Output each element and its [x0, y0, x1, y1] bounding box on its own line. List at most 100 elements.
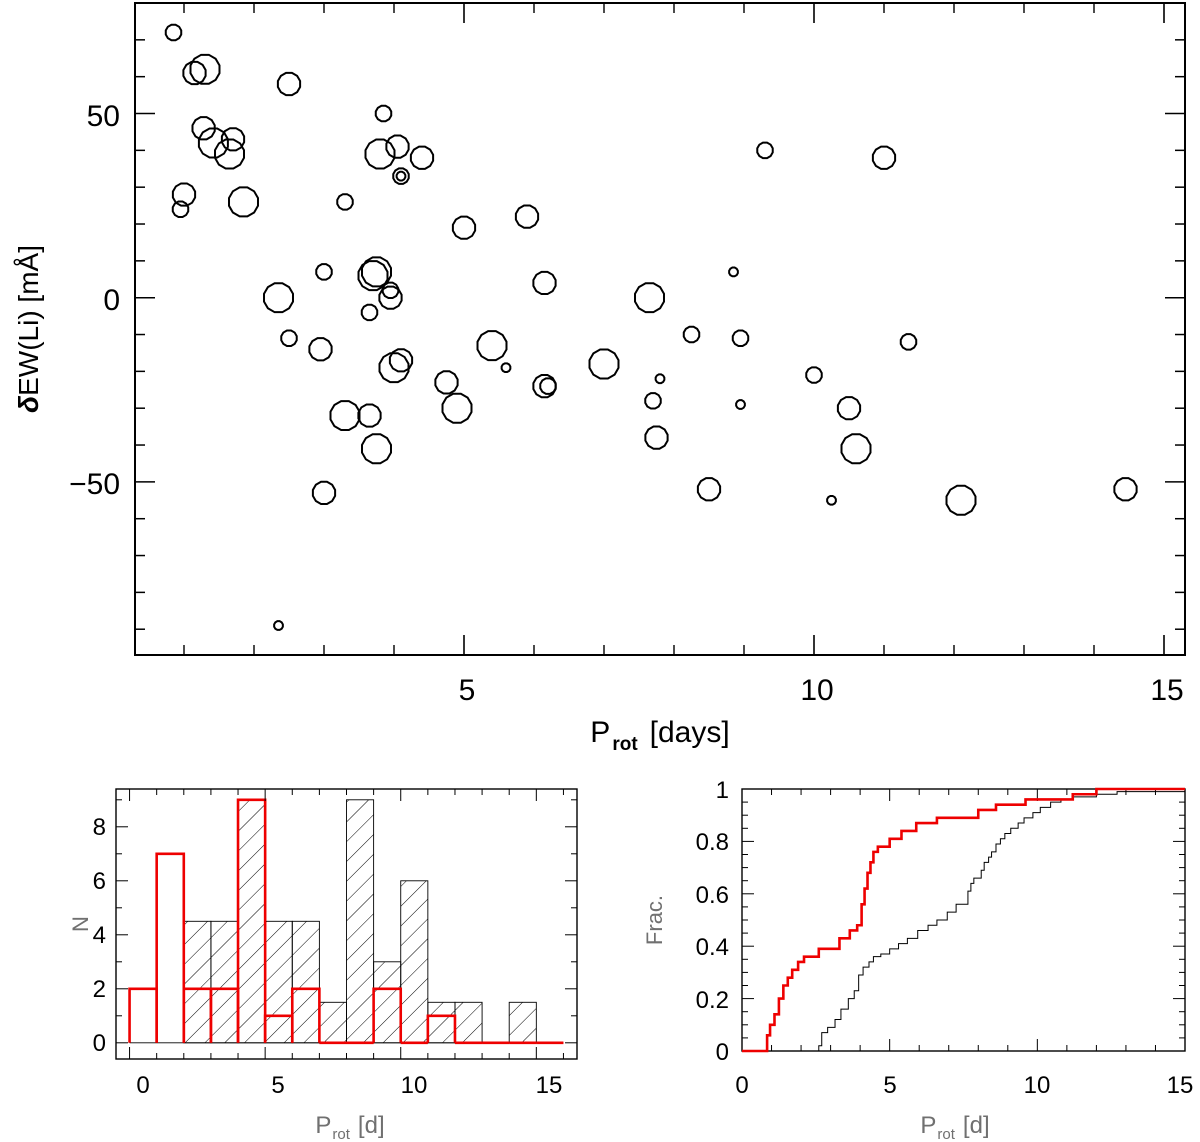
scatter-point — [374, 104, 393, 123]
hist-x-axis-label: Prot [d] — [315, 1112, 384, 1142]
scatter-point — [329, 400, 361, 432]
scatter-point — [357, 403, 382, 428]
scatter-point — [682, 325, 701, 344]
scatter-point — [395, 170, 407, 182]
scatter-point — [182, 60, 207, 86]
scatter-point — [836, 396, 862, 421]
scatter-point — [191, 116, 216, 141]
cum-ytick-label: 0 — [716, 1039, 729, 1066]
hist-bar-red — [128, 987, 158, 1043]
scatter-point — [164, 23, 183, 42]
scatter-xtick-label: 5 — [459, 674, 476, 707]
scatter-point — [280, 329, 298, 347]
hist-xtick-label: 10 — [401, 1072, 428, 1099]
scatter-point — [409, 145, 435, 170]
hist-bar-hatched — [508, 1001, 537, 1044]
scatter-point — [500, 362, 512, 374]
hist-bar-hatched — [427, 1001, 456, 1044]
scatter-point — [392, 167, 410, 185]
scatter-point — [840, 433, 872, 465]
scatter-point — [644, 392, 662, 410]
scatter-point — [273, 620, 284, 631]
scatter-point — [899, 333, 918, 351]
scatter-point — [514, 204, 540, 229]
scatter-point — [308, 337, 333, 362]
scatter-point — [451, 215, 477, 240]
scatter-point — [826, 494, 837, 506]
hist-bar-hatched — [373, 961, 402, 1044]
cum-lines — [742, 787, 1186, 1053]
hist-bar-red — [372, 987, 403, 1043]
scatter-point — [364, 138, 396, 170]
scatter-point — [476, 330, 508, 362]
scatter-point — [214, 138, 245, 170]
scatter-point — [360, 303, 379, 322]
scatter-point — [381, 281, 400, 300]
scatter-point — [805, 366, 823, 384]
hist-bar-red — [290, 987, 321, 1043]
scatter-ytick-label: 50 — [87, 100, 120, 133]
cum-line-red — [742, 787, 1185, 1053]
hist-bar-red — [155, 852, 186, 1043]
scatter-x-tick-labels: 5 10 15 — [459, 674, 1184, 707]
cum-ytick-label: 0.8 — [696, 829, 729, 856]
scatter-point — [357, 260, 389, 292]
scatter-point — [315, 263, 333, 281]
scatter-point — [434, 370, 459, 395]
scatter-point — [634, 282, 665, 314]
cum-ytick-label: 0.4 — [696, 934, 729, 961]
hist-bar-red — [236, 798, 267, 1043]
scatter-point — [728, 266, 739, 278]
scatter-point — [532, 373, 557, 399]
scatter-point — [735, 399, 746, 410]
hist-ticks — [116, 789, 577, 1059]
histogram-panel: 0 5 10 15 0 2 4 6 8 N Prot [d] — [68, 788, 578, 1142]
scatter-point — [388, 348, 414, 373]
hist-bar-hatched — [237, 799, 266, 1044]
scatter-point — [276, 71, 302, 97]
scatter-point — [945, 484, 977, 516]
scatter-point — [756, 141, 774, 160]
scatter-y-axis-label: δEW(Li) [mÅ] — [13, 245, 44, 413]
hist-y-tick-labels: 0 2 4 6 8 — [93, 814, 106, 1057]
hist-bar-red — [426, 1014, 457, 1043]
hist-xtick-label: 15 — [536, 1072, 563, 1099]
scatter-ticks — [135, 3, 1185, 655]
hist-ytick-label: 8 — [93, 814, 106, 841]
hist-bar-hatched — [264, 920, 293, 1044]
scatter-point — [378, 352, 410, 384]
hist-bar-hatched — [291, 920, 320, 1044]
scatter-point — [336, 193, 354, 211]
scatter-point — [1113, 477, 1138, 502]
scatter-point — [311, 480, 337, 506]
hist-bar-hatched — [210, 920, 239, 1044]
scatter-point — [228, 186, 259, 218]
hist-y-axis-label: N — [68, 916, 93, 932]
hist-xtick-label: 5 — [271, 1072, 284, 1099]
cumulative-panel: 0 5 10 15 0 0.2 0.4 0.6 0.8 1 Frac. Prot… — [642, 777, 1193, 1142]
scatter-point — [361, 433, 392, 465]
scatter-ytick-label: −50 — [69, 468, 120, 501]
scatter-xtick-label: 10 — [800, 674, 833, 707]
hist-bar-hatched — [183, 920, 212, 1044]
cum-xtick-label: 0 — [735, 1072, 748, 1099]
scatter-point — [532, 270, 557, 296]
hist-xtick-label: 0 — [136, 1072, 149, 1099]
scatter-point — [189, 53, 221, 85]
scatter-point — [654, 373, 666, 385]
scatter-ytick-label: 0 — [103, 284, 120, 317]
hist-bars — [128, 798, 564, 1045]
cum-ytick-label: 0.6 — [696, 882, 729, 909]
scatter-point — [171, 200, 190, 219]
scatter-point — [385, 134, 410, 159]
scatter-xtick-label: 15 — [1150, 674, 1183, 707]
cum-ticks — [741, 788, 1186, 1052]
scatter-point — [871, 145, 897, 170]
cum-y-axis-label: Frac. — [642, 895, 667, 945]
hist-x-tick-labels: 0 5 10 15 — [136, 1072, 562, 1099]
scatter-point — [588, 348, 620, 380]
cum-frame — [741, 788, 1186, 1052]
cum-line-black — [742, 789, 1186, 1052]
scatter-point — [731, 329, 750, 347]
